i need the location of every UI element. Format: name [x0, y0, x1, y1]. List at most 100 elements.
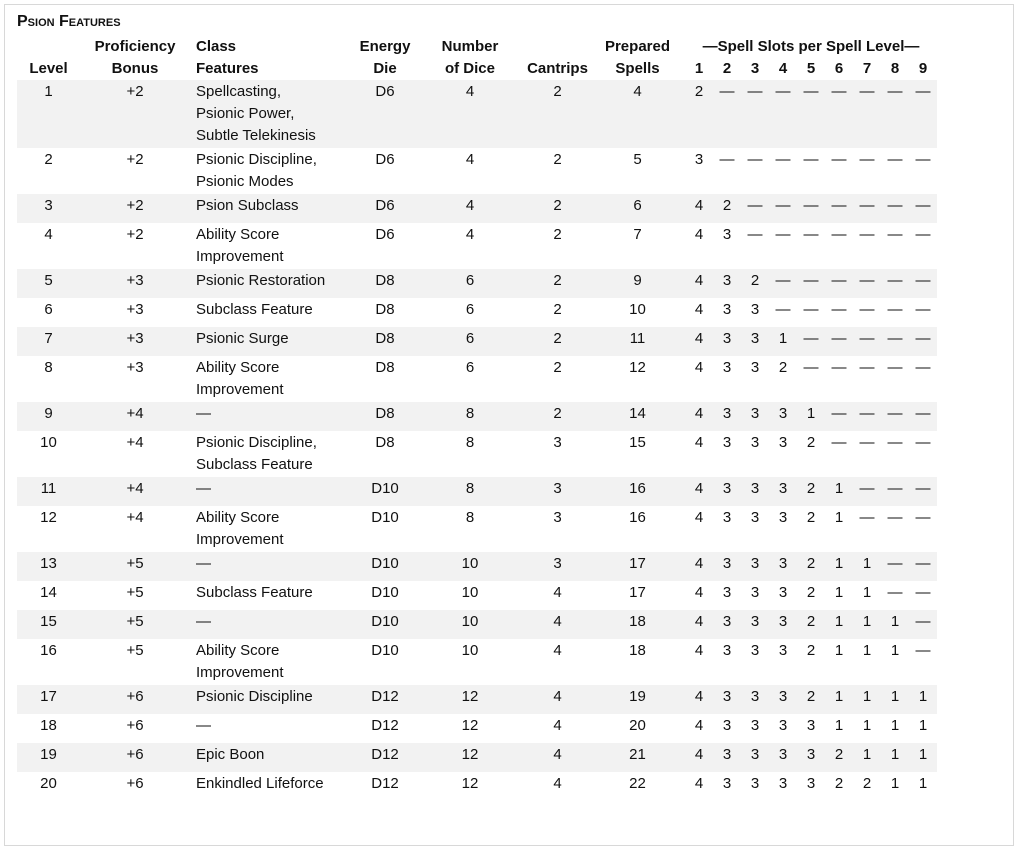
cantrips-cell: 4 [553, 613, 562, 630]
spell-slot-cell: 3 [750, 434, 760, 451]
number-of-dice-cell: 10 [461, 584, 479, 601]
spell-slot-cell: — [915, 405, 931, 422]
feature-line: Psionic Discipline, [196, 151, 317, 168]
proficiency-cell: +3 [126, 301, 144, 318]
level-cell: 10 [40, 434, 57, 451]
energy-die-cell: D12 [371, 717, 399, 734]
spell-slot-cell: 1 [890, 775, 900, 792]
spell-slot-cell: — [775, 83, 791, 100]
spell-slot-cell: — [915, 197, 931, 214]
spell-slot-cell: 3 [750, 555, 760, 572]
spell-slot-cell: 3 [722, 613, 732, 630]
spell-slot-cell: 2 [806, 642, 816, 659]
spell-slot-cell: 1 [862, 717, 872, 734]
spell-slot-cell: 2 [806, 480, 816, 497]
spell-slot-cell: — [887, 330, 903, 347]
spell-slot-cell: 1 [834, 688, 844, 705]
header-energy: Energy [359, 38, 411, 55]
header-prepared: Prepared [604, 38, 671, 55]
features-cell: Psionic Restoration [190, 269, 355, 298]
cantrips-cell: 4 [553, 775, 562, 792]
features-cell: Spellcasting, Psionic Power, Subtle Teleki… [190, 80, 355, 148]
energy-die-cell: D10 [371, 509, 399, 526]
energy-die-cell: D8 [375, 434, 395, 451]
header-cantrips: Cantrips [527, 60, 588, 77]
feature-line: Spellcasting, [196, 83, 282, 100]
spell-slot-cell: 4 [694, 717, 704, 734]
header-level: Level [29, 60, 68, 77]
spell-slot-cell: — [915, 226, 931, 243]
spell-slot-cell: 2 [834, 775, 844, 792]
spell-slot-cell: — [859, 301, 875, 318]
spell-slot-cell: 3 [778, 405, 788, 422]
spell-slot-cell: 3 [750, 359, 760, 376]
number-of-dice-cell: 10 [461, 613, 479, 630]
feature-line: Psionic Power, [196, 105, 295, 122]
features-cell: Psionic Discipline [190, 685, 355, 714]
energy-die-cell: D10 [371, 480, 399, 497]
spell-slot-cell: — [831, 330, 847, 347]
prepared-spells-cell: 17 [629, 584, 646, 601]
spell-slot-cell: — [747, 197, 763, 214]
header-slot-level: 9 [918, 60, 928, 77]
spell-slot-cell: 3 [722, 555, 732, 572]
spell-slot-cell: 3 [778, 717, 788, 734]
proficiency-cell: +2 [126, 151, 144, 168]
spell-slot-cell: — [887, 226, 903, 243]
spell-slot-cell: 3 [722, 480, 732, 497]
feature-line: Ability Score [196, 226, 280, 243]
prepared-spells-cell: 12 [629, 359, 646, 376]
spell-slot-cell: — [915, 480, 931, 497]
level-cell: 18 [40, 717, 57, 734]
spell-slot-cell: 3 [778, 584, 788, 601]
spell-slot-cell: 3 [750, 330, 760, 347]
number-of-dice-cell: 6 [465, 301, 475, 318]
cantrips-cell: 2 [553, 83, 562, 100]
spell-slot-cell: 3 [778, 613, 788, 630]
cantrips-cell: 2 [553, 226, 562, 243]
header-slot-level: 1 [694, 60, 704, 77]
spell-slot-cell: — [775, 301, 791, 318]
spell-slot-cell: 1 [890, 613, 900, 630]
table-row: 20 +6 Enkindled Lifeforce D12 12 4 22 4 3 3 3 3 2 2 1 1 [17, 772, 937, 801]
proficiency-cell: +2 [126, 197, 144, 214]
spell-slot-cell: 1 [806, 405, 816, 422]
cantrips-cell: 4 [553, 688, 562, 705]
table-row: 11 +4 — D10 8 3 16 4 3 3 3 2 1 — — — [17, 477, 937, 506]
prepared-spells-cell: 18 [629, 642, 646, 659]
features-cell: Psionic Discipline, Psionic Modes [190, 148, 355, 194]
header-row-1: Proficiency Class Energy Number Prepared… [17, 36, 937, 58]
header-dice: Number [441, 38, 499, 55]
number-of-dice-cell: 4 [465, 83, 475, 100]
spell-slot-cell: — [915, 330, 931, 347]
feature-line: Psion Subclass [196, 197, 299, 214]
spell-slot-cell: — [831, 226, 847, 243]
spell-slot-cell: — [803, 226, 819, 243]
spell-slot-cell: — [747, 83, 763, 100]
prepared-spells-cell: 15 [629, 434, 646, 451]
spell-slot-cell: — [775, 226, 791, 243]
feature-line: — [196, 717, 211, 734]
spell-slot-cell: 4 [694, 746, 704, 763]
proficiency-cell: +4 [126, 405, 144, 422]
number-of-dice-cell: 8 [465, 480, 475, 497]
features-cell: Psion Subclass [190, 194, 355, 223]
table-row: 5 +3 Psionic Restoration D8 6 2 9 4 3 2 — — — — — — [17, 269, 937, 298]
feature-line: — [196, 555, 211, 572]
spell-slot-cell: 2 [806, 509, 816, 526]
number-of-dice-cell: 4 [465, 151, 475, 168]
number-of-dice-cell: 8 [465, 434, 475, 451]
feature-line: Improvement [196, 248, 284, 265]
spell-slot-cell: 3 [722, 509, 732, 526]
spell-slot-cell: 1 [834, 509, 844, 526]
spell-slot-cell: 3 [778, 642, 788, 659]
table-row: 10 +4 Psionic Discipline, Subclass Feature D… [17, 431, 937, 477]
spell-slot-cell: — [915, 272, 931, 289]
cantrips-cell: 3 [553, 434, 562, 451]
header-slot-level: 2 [722, 60, 732, 77]
spell-slot-cell: — [887, 584, 903, 601]
spell-slot-cell: 4 [694, 301, 704, 318]
spell-slot-cell: 1 [862, 642, 872, 659]
level-cell: 14 [40, 584, 57, 601]
spell-slot-cell: — [775, 197, 791, 214]
